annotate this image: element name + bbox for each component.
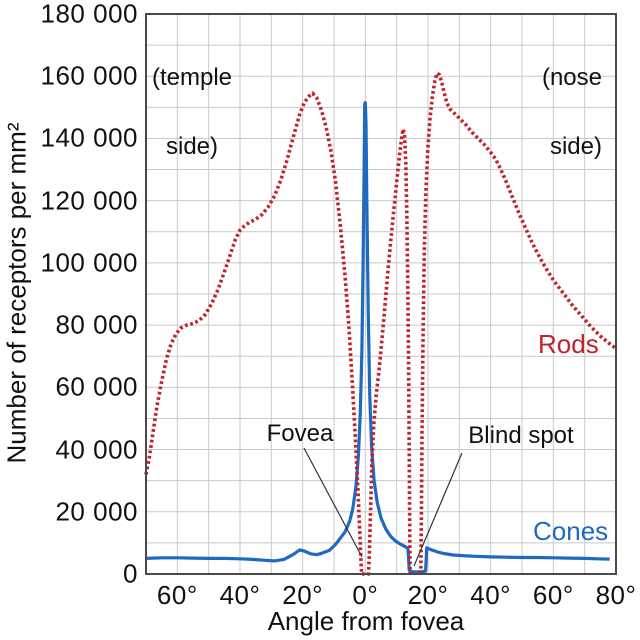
- blind-spot-annotation: Blind spot: [468, 422, 574, 449]
- x-axis-title: Angle from fovea: [267, 606, 465, 636]
- x-tick-label: 40°: [470, 580, 512, 610]
- temple-side-line1: (temple: [151, 64, 233, 91]
- rods-series-label: Rods: [538, 329, 599, 359]
- x-tick-label: 0°: [352, 580, 379, 610]
- y-tick-label: 0: [123, 558, 138, 589]
- fovea-leader-line: [303, 447, 363, 558]
- y-tick-label: 160 000: [40, 60, 138, 91]
- y-tick-label: 20 000: [55, 496, 138, 527]
- y-tick-label: 180 000: [40, 0, 138, 29]
- x-tick-label: 60°: [156, 580, 198, 610]
- x-tick-label: 20°: [407, 580, 449, 610]
- blind-spot-leader-line: [413, 452, 463, 567]
- x-tick-label: 20°: [282, 580, 324, 610]
- y-tick-label: 40 000: [55, 434, 138, 465]
- rods-curve: [144, 71, 618, 576]
- cones-curve: [145, 101, 610, 574]
- nose-side-line2: side): [549, 133, 602, 160]
- x-tick-label: 80°: [595, 580, 637, 610]
- fovea-annotation: Fovea: [266, 420, 334, 447]
- x-tick-label: 40°: [219, 580, 261, 610]
- nose-side-label: (nose side): [542, 20, 602, 181]
- temple-side-line2: side): [165, 133, 219, 160]
- x-tick-label: 60°: [532, 580, 574, 610]
- y-tick-label: 80 000: [55, 309, 138, 340]
- cones-series-label: Cones: [533, 516, 609, 546]
- nose-side-line1: (nose: [541, 64, 602, 91]
- plot-border: [145, 13, 617, 575]
- y-tick-label: 60 000: [55, 371, 138, 402]
- temple-side-label: (temple side): [152, 20, 232, 181]
- y-tick-label: 140 000: [40, 122, 138, 153]
- y-tick-label: 100 000: [40, 247, 138, 278]
- y-tick-label: 120 000: [40, 185, 138, 216]
- y-axis-title: Number of receptors per mm²: [1, 122, 32, 464]
